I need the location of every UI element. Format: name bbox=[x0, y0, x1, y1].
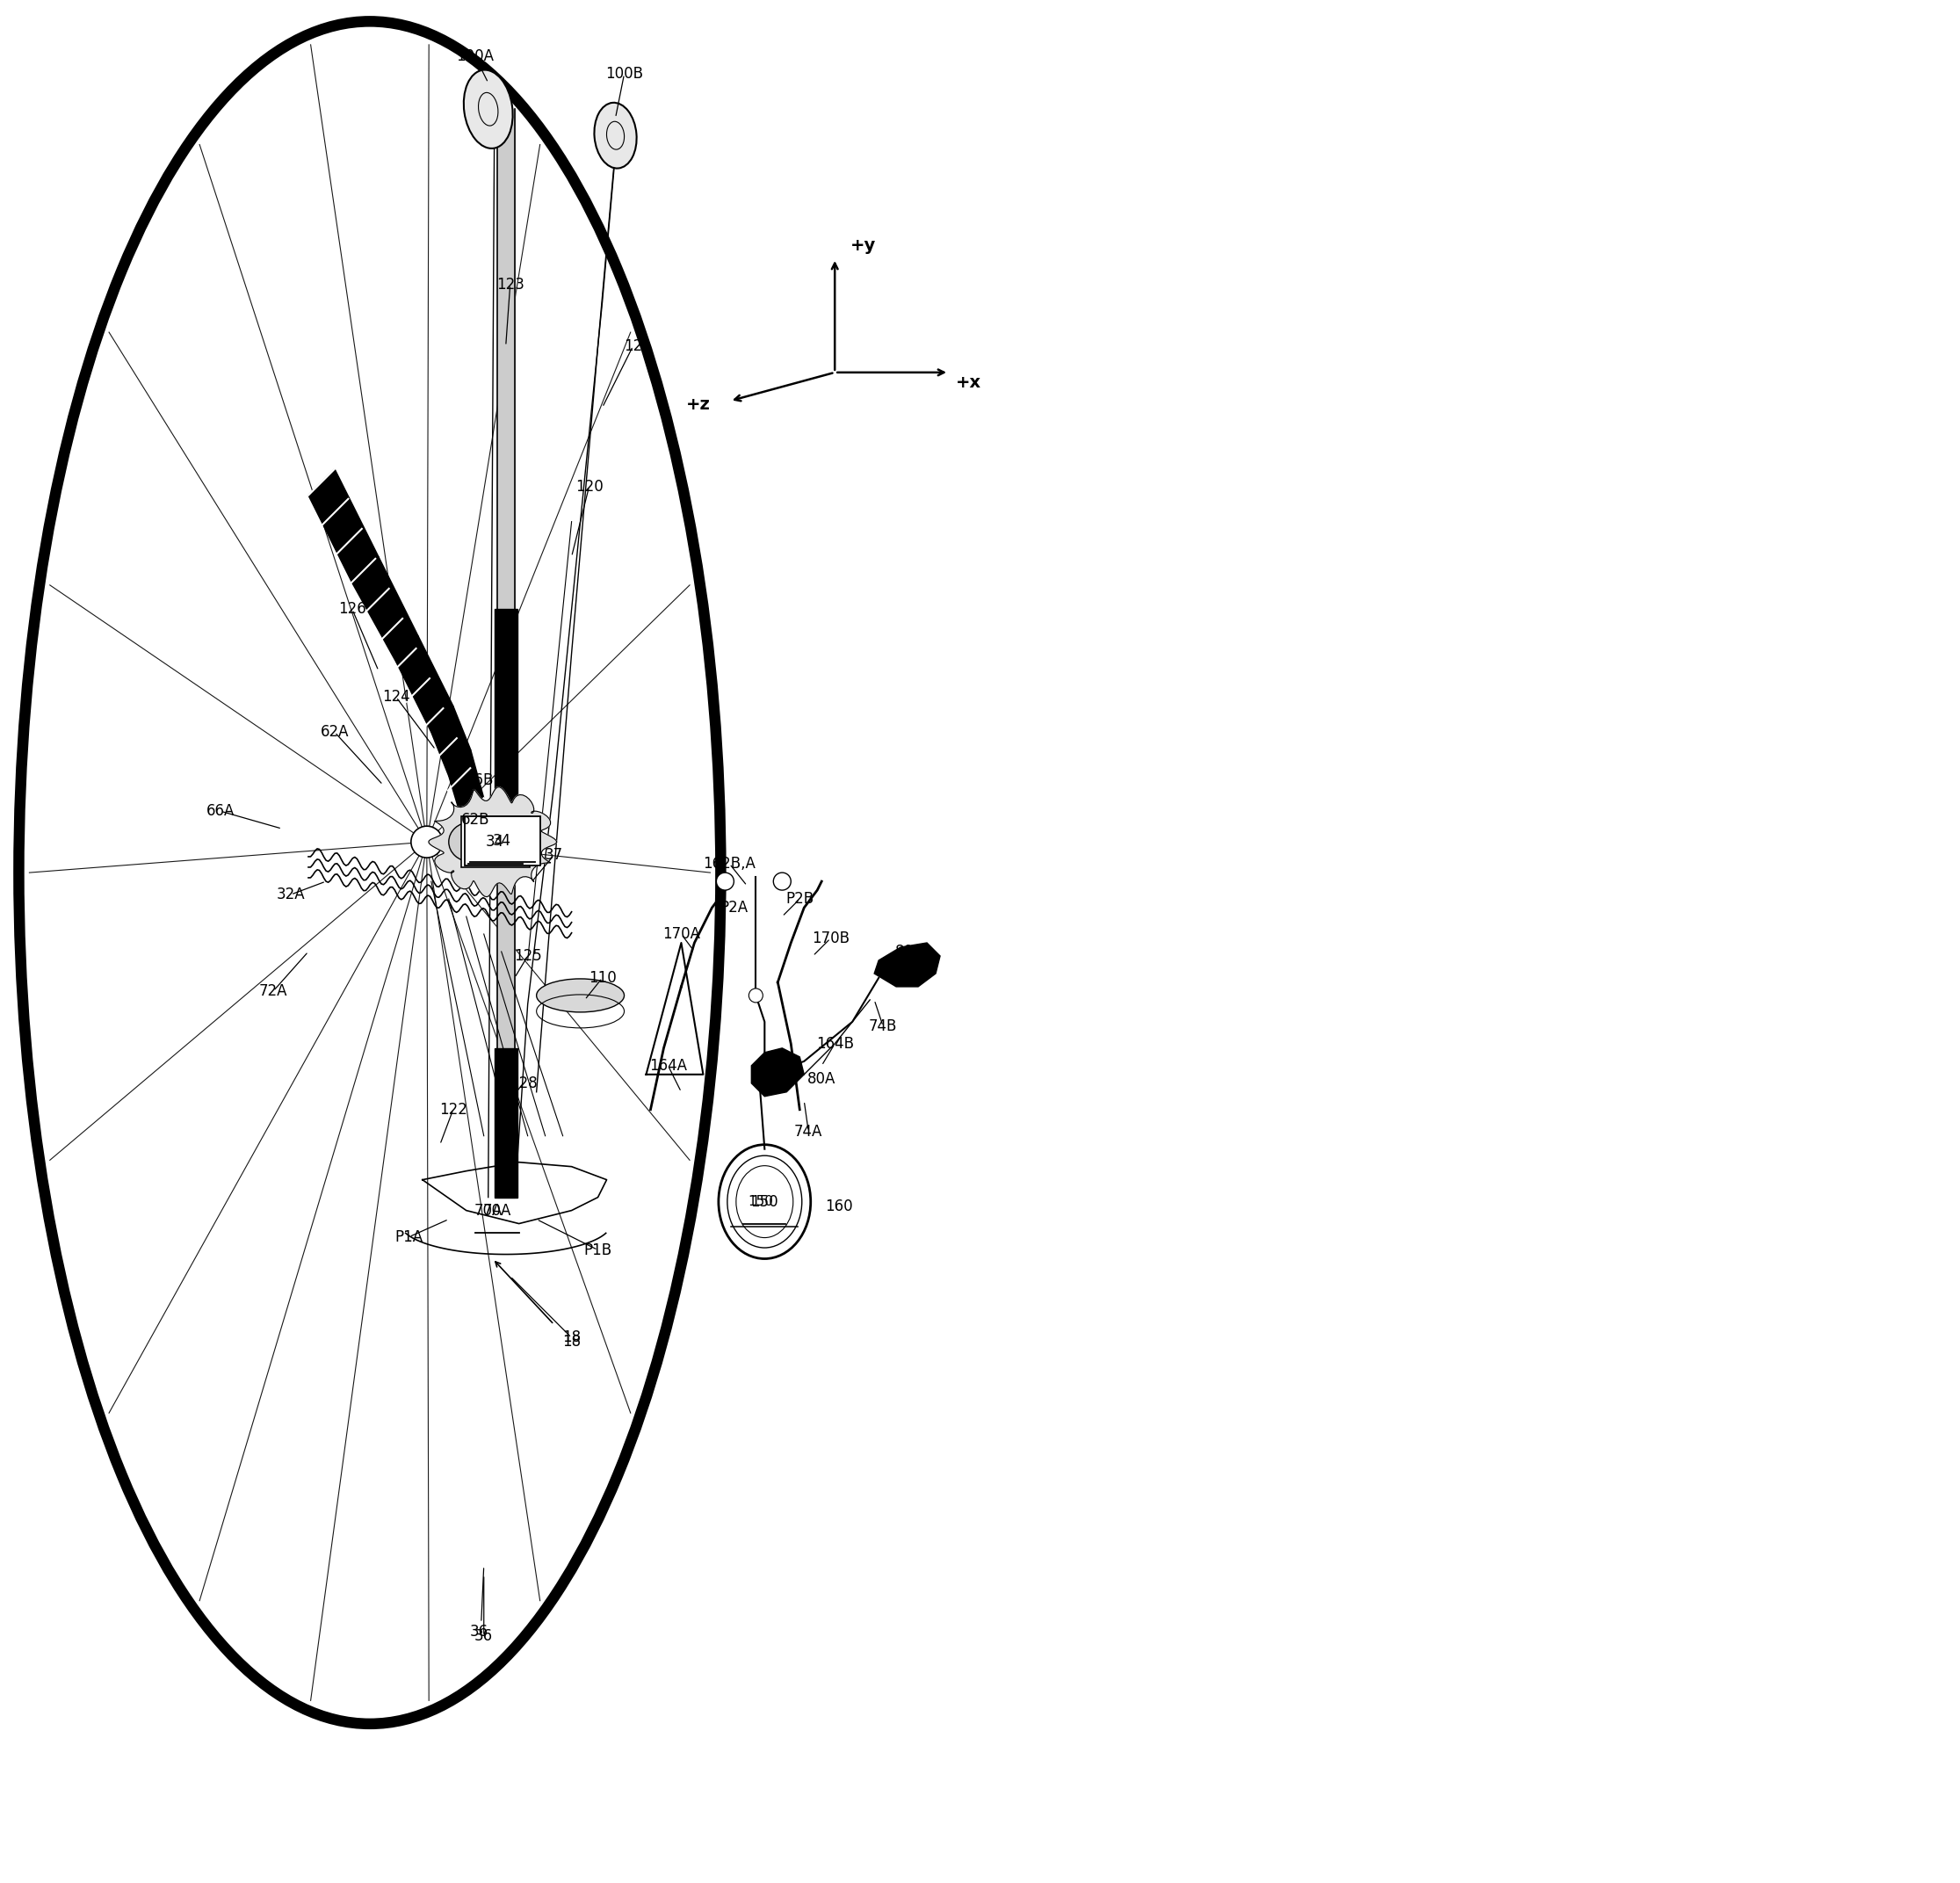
Text: 150: 150 bbox=[747, 1196, 772, 1209]
Text: 164B: 164B bbox=[815, 1036, 855, 1051]
Text: 170B: 170B bbox=[811, 930, 849, 947]
Text: 125: 125 bbox=[514, 947, 541, 964]
Polygon shape bbox=[396, 636, 453, 732]
Text: P1B: P1B bbox=[584, 1243, 612, 1258]
Ellipse shape bbox=[449, 823, 492, 862]
Text: 100B: 100B bbox=[606, 66, 643, 83]
Text: 36: 36 bbox=[470, 1623, 488, 1640]
Text: 170A: 170A bbox=[662, 926, 700, 942]
Text: +y: +y bbox=[851, 237, 876, 254]
Text: 37: 37 bbox=[545, 847, 563, 862]
Text: P2B: P2B bbox=[786, 891, 813, 908]
Polygon shape bbox=[498, 109, 515, 1198]
Text: 128: 128 bbox=[510, 1075, 537, 1090]
Text: 36: 36 bbox=[474, 1629, 494, 1644]
Text: P1A: P1A bbox=[396, 1230, 423, 1245]
Text: 74A: 74A bbox=[794, 1124, 823, 1139]
Circle shape bbox=[774, 872, 792, 891]
Text: 126: 126 bbox=[339, 601, 367, 618]
Text: 124: 124 bbox=[382, 689, 410, 704]
Circle shape bbox=[412, 827, 443, 857]
Text: +x: +x bbox=[956, 375, 982, 392]
Text: 80B: 80B bbox=[896, 943, 923, 960]
Text: +z: +z bbox=[686, 395, 710, 412]
Text: 122: 122 bbox=[439, 1102, 466, 1117]
Text: 70A: 70A bbox=[474, 1203, 502, 1218]
Text: 80A: 80A bbox=[808, 1071, 835, 1086]
Text: 150: 150 bbox=[751, 1194, 778, 1209]
Polygon shape bbox=[431, 706, 470, 776]
Polygon shape bbox=[494, 1049, 517, 1198]
FancyBboxPatch shape bbox=[465, 817, 541, 866]
Text: 66B: 66B bbox=[465, 772, 494, 789]
Text: 32A: 32A bbox=[276, 887, 306, 902]
Text: 62A: 62A bbox=[319, 725, 349, 740]
Text: 70A: 70A bbox=[482, 1203, 512, 1218]
Polygon shape bbox=[494, 610, 517, 845]
Text: 34: 34 bbox=[486, 834, 504, 849]
Ellipse shape bbox=[465, 70, 514, 149]
Ellipse shape bbox=[594, 104, 637, 168]
Ellipse shape bbox=[719, 1145, 811, 1258]
Polygon shape bbox=[429, 787, 557, 896]
Text: 120: 120 bbox=[574, 478, 604, 495]
Text: P2A: P2A bbox=[719, 900, 749, 915]
Text: 100A: 100A bbox=[457, 49, 494, 64]
Text: 74B: 74B bbox=[868, 1019, 898, 1034]
Text: 162B,A: 162B,A bbox=[704, 857, 757, 872]
Text: 123: 123 bbox=[496, 277, 523, 292]
FancyBboxPatch shape bbox=[461, 817, 529, 868]
Polygon shape bbox=[449, 749, 484, 819]
Text: 62B: 62B bbox=[461, 812, 490, 829]
Circle shape bbox=[749, 989, 762, 1002]
Polygon shape bbox=[751, 1049, 804, 1096]
Text: 18: 18 bbox=[563, 1329, 580, 1346]
Text: 72A: 72A bbox=[259, 983, 288, 1000]
Text: 110: 110 bbox=[588, 970, 615, 987]
Text: 164A: 164A bbox=[649, 1058, 686, 1073]
Text: 160: 160 bbox=[825, 1198, 853, 1215]
Polygon shape bbox=[353, 557, 417, 663]
Text: 66A: 66A bbox=[206, 804, 235, 819]
Text: 34: 34 bbox=[494, 832, 512, 849]
Circle shape bbox=[715, 872, 733, 891]
Polygon shape bbox=[308, 469, 378, 584]
Polygon shape bbox=[874, 943, 941, 987]
Text: 18: 18 bbox=[563, 1335, 580, 1350]
Text: 12: 12 bbox=[623, 339, 643, 354]
Ellipse shape bbox=[537, 979, 623, 1013]
